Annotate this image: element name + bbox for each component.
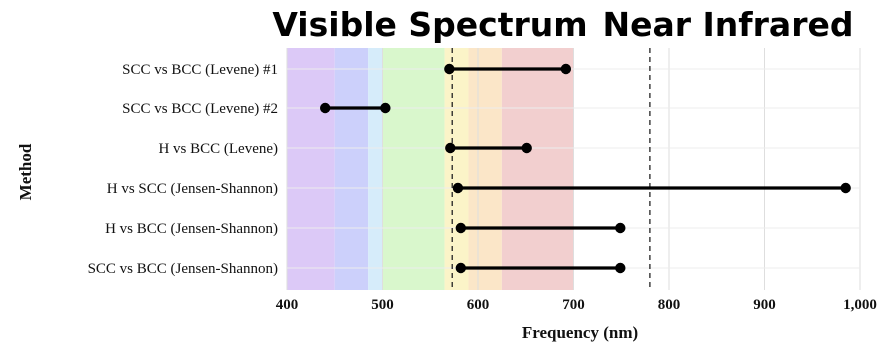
category-labels: SCC vs BCC (Levene) #1 SCC vs BCC (Levene… [88,62,278,277]
category-label-3: H vs SCC (Jensen-Shannon) [107,181,278,197]
reference-lines [451,48,651,290]
y-axis-title: Method [16,143,35,200]
range-end-point-5 [615,262,626,274]
near-infrared-heading: Near Infrared [603,5,854,44]
x-tick-label-3: 700 [562,297,585,313]
spectrum-band-3 [382,48,445,290]
range-end-point-1 [380,102,391,114]
range-end-point-4 [615,222,626,234]
x-tick-labels: 400 500 600 700 800 900 1,000 [276,297,877,313]
x-tick-label-2: 600 [467,297,490,313]
category-label-1: SCC vs BCC (Levene) #2 [122,101,278,117]
x-tick-label-0: 400 [276,297,299,313]
range-start-point-3 [452,182,464,194]
range-end-point-2 [521,142,532,154]
x-tick-label-5: 900 [753,297,776,313]
x-tick-label-4: 800 [658,297,681,313]
range-start-point-2 [445,142,456,154]
visible-spectrum-heading: Visible Spectrum [272,5,587,44]
category-label-5: SCC vs BCC (Jensen-Shannon) [88,261,278,277]
category-label-2: H vs BCC (Levene) [158,141,278,157]
range-end-point-3 [840,182,851,194]
spectrum-band-2 [368,48,383,290]
x-tick-label-6: 1,000 [843,297,877,313]
spectrum-band-0 [287,48,335,290]
spectrum-band-1 [334,48,369,290]
range-start-point-5 [455,262,467,274]
range-series [320,63,851,274]
category-label-4: H vs BCC (Jensen-Shannon) [105,221,278,237]
spectrum-bands [287,48,574,290]
range-start-point-4 [455,222,467,234]
range-start-point-0 [444,63,455,75]
category-label-0: SCC vs BCC (Levene) #1 [122,62,278,78]
range-start-point-1 [320,102,331,114]
range-end-point-0 [560,63,572,75]
spectrum-band-6 [501,48,574,290]
x-tick-label-1: 500 [371,297,394,313]
spectrum-band-4 [444,48,469,290]
spectrum-band-5 [468,48,502,290]
x-axis-title: Frequency (nm) [522,323,638,342]
